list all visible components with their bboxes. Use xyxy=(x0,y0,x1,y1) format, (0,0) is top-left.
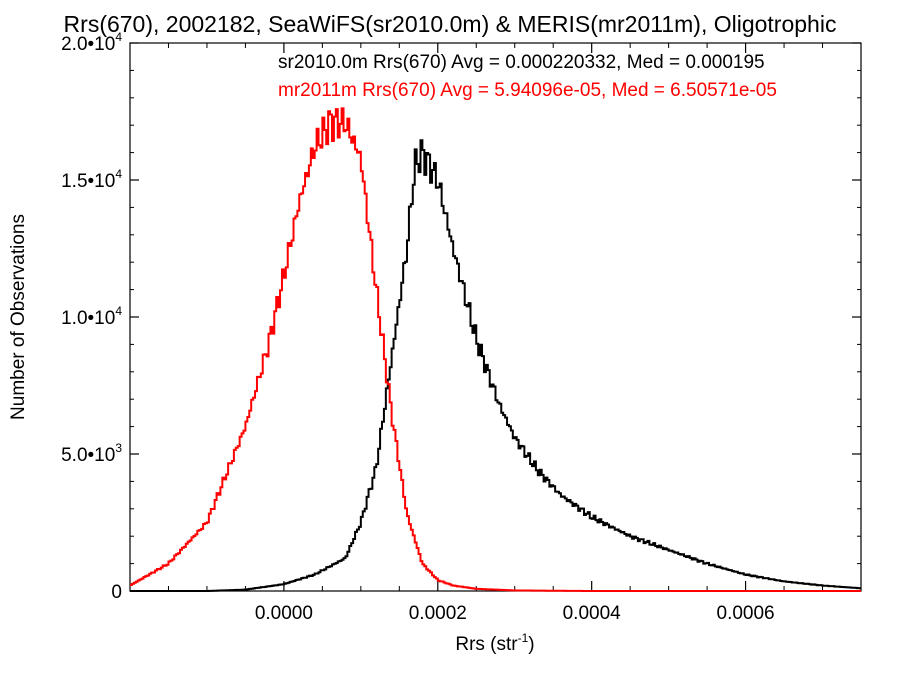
y-tick-label-base: 1.5•10 xyxy=(61,171,115,192)
y-tick-label-base: 0 xyxy=(111,582,122,603)
y-tick-label-base: 5.0•10 xyxy=(61,445,115,466)
x-tick-label: 0.0004 xyxy=(563,603,622,624)
y-tick-label-base: 2.0•10 xyxy=(61,34,115,55)
x-axis-label-sup: -1 xyxy=(518,631,529,645)
y-tick-label: 0 xyxy=(111,582,122,603)
y-tick-label-exponent: 4 xyxy=(115,167,122,181)
y-tick-label-exponent: 3 xyxy=(115,441,122,455)
series-layer xyxy=(130,107,861,592)
y-tick-label: 1.0•104 xyxy=(61,304,122,329)
x-axis-label: Rrs (str-1) xyxy=(455,631,534,655)
series-line-mr2011m xyxy=(130,107,861,592)
legend-entry-sr2010: sr2010.0m Rrs(670) Avg = 0.000220332, Me… xyxy=(278,52,765,73)
y-tick-label-exponent: 4 xyxy=(115,304,122,318)
y-tick-label-base: 1.0•10 xyxy=(61,308,115,329)
x-tick-label: 0.0002 xyxy=(409,603,467,624)
x-axis-label-text: Rrs (str xyxy=(455,634,518,655)
y-tick-label: 1.5•104 xyxy=(61,167,122,192)
y-tick-label-exponent: 4 xyxy=(115,30,122,44)
x-axis-label-end: ) xyxy=(528,634,534,655)
y-tick-label: 2.0•104 xyxy=(61,30,122,55)
x-axis: 0.0000 0.0002 0.0004 0.0006 xyxy=(167,43,824,624)
y-axis-label: Number of Observations xyxy=(8,214,29,420)
y-tick-label: 5.0•103 xyxy=(61,441,122,466)
plot-frame xyxy=(129,42,862,592)
chart-title: Rrs(670), 2002182, SeaWiFS(sr2010.0m) & … xyxy=(64,11,837,37)
x-tick-label: 0.0006 xyxy=(717,603,775,624)
x-tick-label: 0.0000 xyxy=(255,603,313,624)
legend-entry-mr2011: mr2011m Rrs(670) Avg = 5.94096e-05, Med … xyxy=(278,80,777,101)
series-line-sr2010.0m xyxy=(130,139,861,592)
